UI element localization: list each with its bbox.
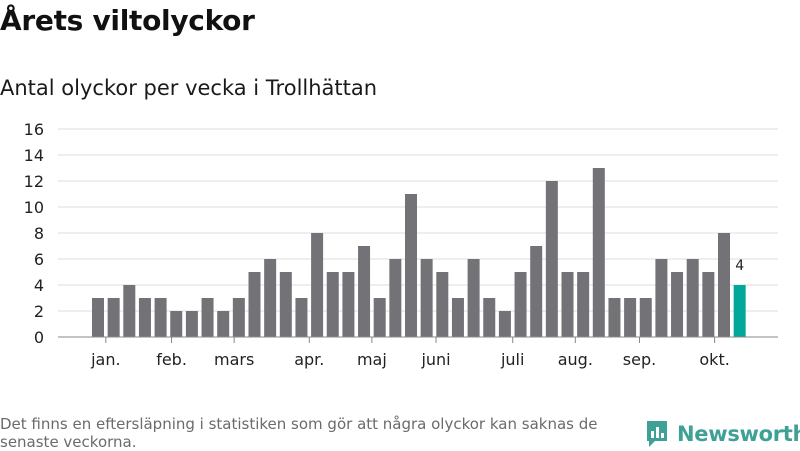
- bar: [655, 259, 668, 337]
- bar: [608, 298, 621, 337]
- y-tick-label: 16: [24, 120, 44, 139]
- x-tick-label: maj: [357, 350, 387, 369]
- bar: [436, 272, 449, 337]
- y-tick-label: 6: [34, 250, 44, 269]
- bar: [514, 272, 527, 337]
- y-tick-label: 14: [24, 146, 44, 165]
- bar: [624, 298, 637, 337]
- bar-chart: 0 2 4 6 8 10 12 14 16 4 jan. feb. mars apr. maj juni jul…: [24, 120, 778, 369]
- bar: [592, 168, 605, 337]
- x-tick-label: okt.: [699, 350, 729, 369]
- bar: [248, 272, 261, 337]
- bar: [154, 298, 167, 337]
- bar: [201, 298, 214, 337]
- y-tick-label: 0: [34, 328, 44, 347]
- bar: [405, 194, 417, 337]
- bar: [138, 298, 151, 337]
- chart-title: Årets viltolyckor: [0, 4, 255, 37]
- y-tick-label: 12: [24, 172, 44, 191]
- bar: [217, 311, 230, 337]
- bar: [358, 246, 371, 337]
- bar: [577, 272, 590, 337]
- bar: [639, 298, 652, 337]
- bar: [170, 311, 183, 337]
- brand-name: Newsworthy: [677, 422, 800, 446]
- x-tick-label: feb.: [156, 350, 187, 369]
- x-tick-label: mars: [214, 350, 254, 369]
- x-tick-label: sep.: [623, 350, 656, 369]
- bar: [185, 311, 198, 337]
- bar: [530, 246, 543, 337]
- y-tick-label: 4: [34, 276, 44, 295]
- y-tick-label: 10: [24, 198, 44, 217]
- bar: [451, 298, 464, 337]
- y-tick-label: 8: [34, 224, 44, 243]
- bar: [561, 272, 574, 337]
- y-tick-label: 2: [34, 302, 44, 321]
- newsworthy-logo-icon: [647, 421, 667, 447]
- bar-highlight: [733, 285, 746, 337]
- bar: [326, 272, 339, 337]
- chart-subtitle: Antal olyckor per vecka i Trollhättan: [0, 76, 378, 100]
- bar: [232, 298, 245, 337]
- bar: [545, 181, 558, 337]
- bar: [671, 272, 684, 337]
- brand-logo: Newsworthy: [645, 418, 800, 450]
- x-tick-label: apr.: [294, 350, 324, 369]
- data-label: 4: [735, 258, 744, 274]
- bar: [483, 298, 496, 337]
- x-tick-label: juni: [420, 350, 450, 369]
- bar: [123, 285, 136, 337]
- bar: [311, 233, 324, 337]
- bar: [279, 272, 292, 337]
- x-tick-label: juli: [500, 350, 524, 369]
- bar: [420, 259, 433, 337]
- bar: [389, 259, 402, 337]
- x-tick-label: jan.: [90, 350, 120, 369]
- bar: [295, 298, 308, 337]
- bar: [467, 259, 480, 337]
- bar: [373, 298, 386, 337]
- bar: [718, 233, 730, 337]
- footnote: Det finns en eftersläpning i statistiken…: [0, 415, 598, 451]
- bar: [92, 298, 104, 337]
- bar: [264, 259, 277, 337]
- bar: [702, 272, 715, 337]
- bar: [107, 298, 120, 337]
- bar: [498, 311, 511, 337]
- bar: [342, 272, 355, 337]
- bar: [686, 259, 699, 337]
- x-tick-label: aug.: [558, 350, 593, 369]
